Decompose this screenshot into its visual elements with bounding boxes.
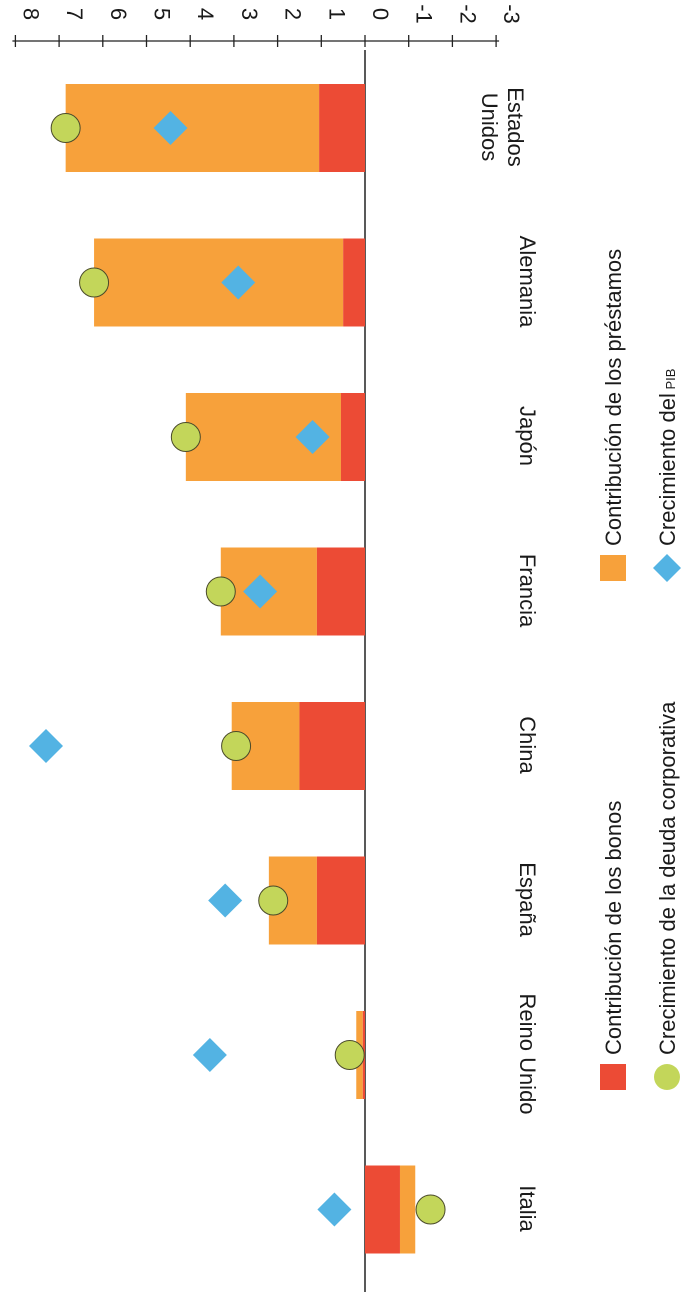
value-tick-label: 6 (106, 8, 131, 20)
bar-loans (65, 84, 320, 172)
point-gdp-growth (221, 265, 256, 300)
legend-item: Contribución de los préstamos (600, 249, 626, 581)
legend-label: Contribución de los bonos (601, 801, 626, 1055)
point-debt-growth (334, 1040, 365, 1070)
point-debt-growth (221, 731, 252, 761)
bar-bonds (319, 84, 365, 172)
value-tick-label: -3 (499, 4, 524, 24)
point-gdp-growth (192, 1038, 227, 1072)
bar-bonds (299, 702, 365, 790)
category-label: EstadosUnidos (477, 87, 528, 167)
value-tick-label: 4 (193, 8, 218, 20)
legend-label: Crecimiento del PIB (655, 369, 680, 546)
value-tick-label: 0 (368, 8, 393, 20)
category-label-line: Unidos (477, 93, 502, 161)
bar-bonds (343, 238, 365, 327)
legend-item: Contribución de los bonos (600, 801, 626, 1090)
point-gdp-growth (295, 420, 330, 454)
category-label: Reino Unido (515, 993, 540, 1114)
category-label: China (515, 716, 540, 774)
category-label: Francia (515, 554, 540, 628)
point-debt-growth (79, 267, 110, 298)
category-label: Alemania (515, 236, 540, 328)
bar-loans (94, 238, 344, 327)
category-label: Italia (515, 1185, 540, 1232)
bar-bonds (316, 547, 365, 636)
point-debt-growth (258, 885, 289, 916)
legend-swatch (654, 1064, 680, 1090)
value-tick-label: -2 (455, 4, 480, 24)
value-tick-label: 8 (18, 8, 43, 20)
legend-item: Crecimiento del PIB (653, 369, 681, 582)
value-tick-label: 2 (281, 8, 306, 20)
bar-bonds (340, 393, 365, 481)
point-gdp-growth (153, 111, 188, 145)
legend-label: Crecimiento de la deuda corporativa (655, 701, 680, 1055)
point-debt-growth (170, 422, 201, 452)
legend-label-small: PIB (663, 369, 678, 394)
point-gdp-growth (243, 574, 278, 609)
bar-bonds (365, 1165, 400, 1254)
point-gdp-growth (317, 1192, 352, 1227)
legend-item: Crecimiento de la deuda corporativa (654, 701, 680, 1090)
legend-label-text: Crecimiento del (655, 393, 680, 546)
value-tick-label: -1 (412, 4, 437, 24)
legend-label-text: Contribución de los bonos (601, 801, 626, 1055)
point-gdp-growth (28, 729, 63, 763)
value-tick-label: 5 (150, 8, 175, 20)
category-label-line: Estados (503, 87, 528, 167)
value-tick-label: 3 (237, 8, 262, 20)
bar-loans (399, 1165, 416, 1254)
category-label: Japón (515, 406, 540, 466)
value-tick-label: 7 (62, 8, 87, 20)
bar-bonds (316, 856, 365, 945)
value-tick-label: 1 (324, 8, 349, 20)
legend-label-text: Crecimiento de la deuda corporativa (655, 701, 680, 1055)
legend-swatch (653, 554, 681, 582)
legend-swatch (600, 555, 626, 581)
point-debt-growth (50, 113, 81, 143)
legend-label-text: Contribución de los préstamos (601, 249, 626, 546)
legend-label: Contribución de los préstamos (601, 249, 626, 546)
category-label: España (515, 862, 540, 937)
point-debt-growth (205, 576, 236, 607)
chart-root: -3 -2 -1 0 1 2 3 4 5 6 7 8 EstadosUnidos Alemania Japó… (12, 4, 681, 1292)
point-gdp-growth (208, 883, 243, 918)
legend-swatch (600, 1064, 626, 1090)
point-debt-growth (415, 1194, 446, 1225)
